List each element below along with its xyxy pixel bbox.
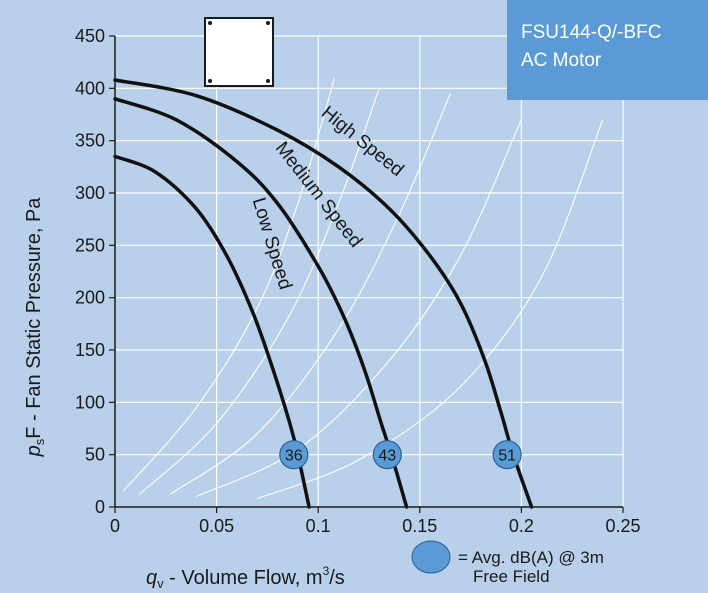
x-tick-label: 0.05 — [199, 516, 234, 536]
fan-curve-line — [113, 97, 409, 509]
y-tick-label: 450 — [75, 26, 105, 46]
system-curve — [196, 119, 522, 497]
model-title-box: FSU144-Q/-BFC AC Motor — [507, 0, 708, 100]
y-tick-label: 150 — [75, 340, 105, 360]
y-tick-label: 250 — [75, 235, 105, 255]
y-tick-label: 200 — [75, 288, 105, 308]
sound-level-marker — [492, 440, 522, 470]
axes: 0 50 100 150 200 250 300 350 400 450 0 0.05 0.1 0.15 0… — [75, 26, 641, 536]
y-tick-label: 0 — [95, 497, 105, 517]
legend-text-line2: Free Field — [473, 567, 550, 586]
x-tick-label: 0.1 — [306, 516, 331, 536]
x-tick-label: 0 — [110, 516, 120, 536]
legend-marker — [411, 540, 451, 574]
motor-type: AC Motor — [521, 50, 602, 71]
x-tick-label: 0.25 — [605, 516, 640, 536]
system-curve — [122, 77, 336, 492]
y-tick-label: 50 — [85, 445, 105, 465]
model-name: FSU144-Q/-BFC — [521, 22, 661, 43]
system-curve — [257, 119, 604, 500]
system-curve — [139, 88, 380, 495]
sound-level-label: 43 — [378, 448, 396, 465]
x-tick-label: 0.15 — [402, 516, 437, 536]
sound-level-marker — [372, 440, 402, 470]
sound-level-label: 36 — [285, 448, 303, 465]
x-axis-title: qv - Volume Flow, m3/s — [146, 564, 345, 591]
y-tick-label: 300 — [75, 183, 105, 203]
y-tick-label: 400 — [75, 78, 105, 98]
sound-level-label: 51 — [498, 448, 516, 465]
y-tick-label: 350 — [75, 131, 105, 151]
y-tick-label: 100 — [75, 392, 105, 412]
sound-level-marker — [279, 440, 309, 470]
system-curves — [122, 77, 604, 500]
fan-curve-line — [113, 78, 534, 509]
legend-text-line1: = Avg. dB(A) @ 3m — [458, 548, 604, 567]
curve-label: Low Speed — [248, 195, 296, 292]
y-axis-title: psF - Fan Static Pressure, Pa — [23, 197, 47, 458]
legend: = Avg. dB(A) @ 3m Free Field — [411, 540, 604, 586]
fan-outline-square-icon — [204, 17, 274, 87]
x-tick-label: 0.2 — [509, 516, 534, 536]
grid-lines — [115, 35, 624, 507]
system-curve — [169, 93, 451, 495]
curve-label: High Speed — [317, 102, 407, 181]
